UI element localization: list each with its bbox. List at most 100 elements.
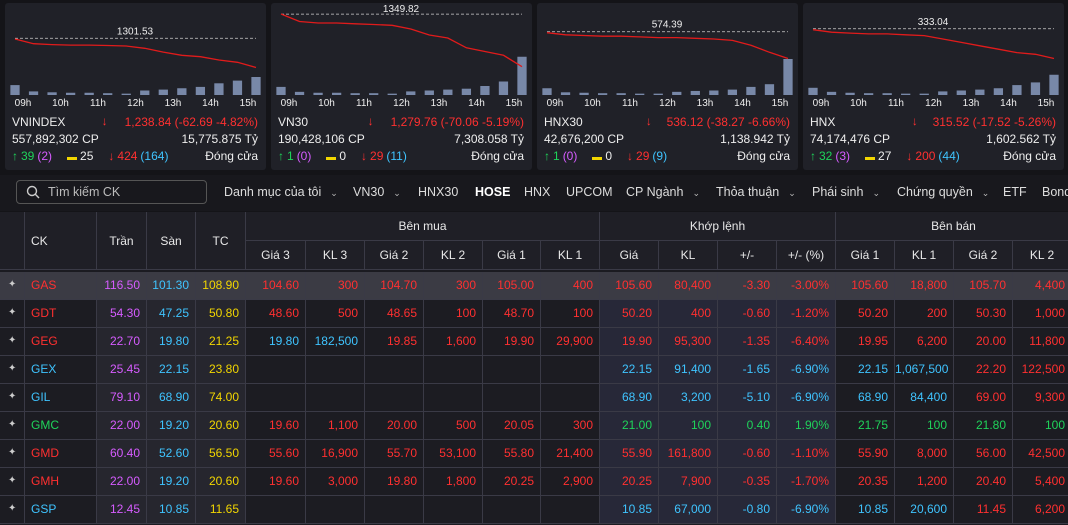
cell-value: 21.00 — [600, 412, 659, 440]
time-label: 09h — [813, 98, 830, 109]
tab[interactable]: CP Ngành ⌄ — [626, 185, 700, 199]
down-arrow: ↓ — [108, 149, 115, 163]
cell-value: 23.80 — [196, 356, 246, 384]
down-count: 424 — [117, 149, 138, 163]
tab[interactable]: Danh mục của tôi ⌄ — [224, 185, 338, 199]
cell-value: 19.20 — [147, 468, 196, 496]
pin-cell[interactable]: ✦ — [0, 272, 25, 300]
cell-value: 100 — [1013, 412, 1068, 440]
volume-bar — [863, 93, 874, 95]
volume-bar — [635, 93, 645, 95]
cell-value: 10.85 — [836, 496, 895, 524]
volume-bar — [517, 56, 527, 95]
tab[interactable]: HOSE — [475, 185, 510, 199]
tab[interactable]: Thỏa thuận ⌄ — [716, 185, 796, 199]
column-header: KL — [659, 241, 718, 270]
up-count: 1 — [553, 149, 560, 163]
cell-value: 100 — [659, 412, 718, 440]
cell-value: 11.45 — [954, 496, 1013, 524]
cell-value — [246, 356, 306, 384]
cell-value: 1,200 — [895, 468, 954, 496]
tab[interactable]: Bond — [1042, 185, 1068, 199]
volume-bar — [10, 85, 20, 95]
price-line — [546, 32, 789, 60]
volume-bar — [938, 91, 948, 95]
cell-value: 22.15 — [147, 356, 196, 384]
tab[interactable]: VN30 ⌄ — [353, 185, 401, 199]
cell-value: 19.60 — [246, 412, 306, 440]
tab[interactable]: Chứng quyền ⌄ — [897, 185, 989, 199]
tab[interactable]: UPCOM — [566, 185, 613, 199]
ticker: GSP — [25, 496, 97, 524]
cell-value: 116.50 — [97, 272, 147, 300]
column-header: KL 1 — [895, 241, 954, 270]
index-change: 1,279.76 (-70.06 -5.19%) — [390, 115, 524, 129]
up-count: 1 — [287, 149, 294, 163]
pin-cell[interactable]: ✦ — [0, 328, 25, 356]
volume-bar — [461, 88, 472, 95]
volume-bar — [616, 93, 626, 95]
cell-value: 55.90 — [836, 440, 895, 468]
unchanged-count: 0 — [605, 149, 613, 163]
pin-cell[interactable]: ✦ — [0, 468, 25, 496]
pin-cell[interactable]: ✦ — [0, 356, 25, 384]
cell-value — [424, 356, 483, 384]
cell-value: 29,900 — [541, 328, 600, 356]
cell-value: 60.40 — [97, 440, 147, 468]
cell-value: 11.65 — [196, 496, 246, 524]
cell-value: 68.90 — [147, 384, 196, 412]
cell-value: 22.00 — [97, 412, 147, 440]
cell-value: 48.70 — [483, 300, 541, 328]
index-card: 1349.82 09h 10h 11h 12h 13h 14h 15h VN30 1,279.76… — [271, 3, 532, 170]
cell-value — [306, 356, 365, 384]
tab[interactable]: ETF — [1003, 185, 1027, 199]
tab[interactable]: HNX30 — [418, 185, 458, 199]
cell-value: 22.70 — [97, 328, 147, 356]
cell-value: 68.90 — [600, 384, 659, 412]
time-label: 15h — [506, 98, 523, 109]
pin-cell[interactable]: ✦ — [0, 300, 25, 328]
tab-label: CP Ngành — [626, 185, 684, 199]
down-arrow: ↓ — [367, 114, 374, 128]
unchanged-icon — [326, 156, 337, 160]
pin-cell[interactable]: ✦ — [0, 412, 25, 440]
pin-icon: ✦ — [8, 475, 17, 486]
tab[interactable]: HNX — [524, 185, 550, 199]
search-box[interactable]: Tìm kiếm CK — [16, 180, 207, 204]
tab[interactable]: Phái sinh ⌄ — [812, 185, 880, 199]
cell-value: 84,400 — [895, 384, 954, 412]
volume-bar — [313, 92, 323, 95]
cell-value: 19.80 — [147, 328, 196, 356]
cell-value — [306, 496, 365, 524]
tab-label: Bond — [1042, 185, 1068, 199]
dropdown-caret: ⌄ — [981, 188, 990, 198]
price-line — [14, 38, 257, 69]
time-label: 10h — [318, 98, 335, 109]
volume-bar — [350, 93, 360, 95]
search-placeholder: Tìm kiếm CK — [48, 185, 121, 199]
tab-label: VN30 — [353, 185, 385, 199]
volume-bar — [727, 89, 738, 95]
time-label: 13h — [963, 98, 980, 109]
time-label: 15h — [240, 98, 257, 109]
dropdown-caret: ⌄ — [788, 188, 796, 198]
market-status: Đóng cửa — [471, 149, 524, 163]
cell-value: 9,300 — [1013, 384, 1068, 412]
cell-value: 1,100 — [306, 412, 365, 440]
volume-bar — [214, 83, 224, 95]
pin-cell[interactable]: ✦ — [0, 384, 25, 412]
volume-bar — [65, 92, 76, 95]
time-label: 10h — [850, 98, 867, 109]
pin-cell[interactable]: ✦ — [0, 496, 25, 524]
group-header: Bên mua — [246, 212, 600, 241]
cell-value: 12.45 — [97, 496, 147, 524]
mini-chart: 1301.53 09h 10h 11h 12h 13h 14h 15h — [10, 26, 261, 109]
down-count: 29 — [636, 149, 650, 163]
cell-value: -1.20% — [777, 300, 836, 328]
cell-value: -6.40% — [777, 328, 836, 356]
pin-cell[interactable]: ✦ — [0, 440, 25, 468]
column-header: Giá 1 — [483, 241, 541, 270]
ticker: GEG — [25, 328, 97, 356]
cell-value — [541, 384, 600, 412]
